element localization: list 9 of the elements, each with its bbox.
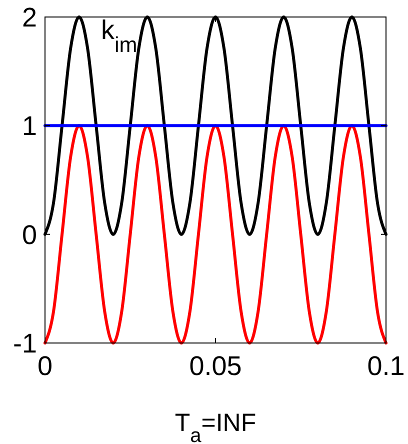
annotation: k$_{im}$ <box>101 15 138 56</box>
y-tick-label: 2 <box>22 2 37 32</box>
x-axis-title: T$_{a}$=INF <box>174 409 256 444</box>
y-tick-label: -1 <box>12 328 37 358</box>
x-tick-label: 0.1 <box>367 351 405 381</box>
y-tick-label: 0 <box>22 220 37 250</box>
x-tick-label: 0.05 <box>189 351 242 381</box>
y-tick-label: 1 <box>22 111 37 142</box>
line-series <box>44 124 388 344</box>
